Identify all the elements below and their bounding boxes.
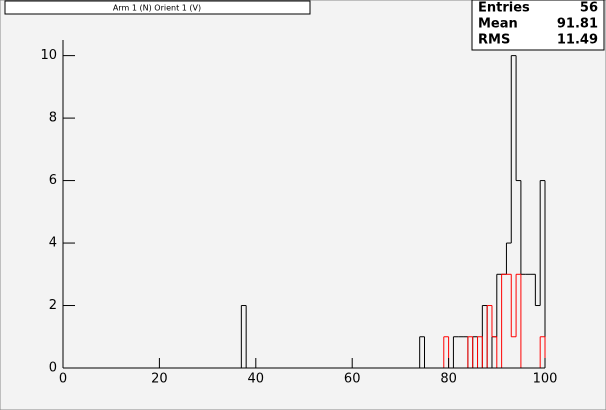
x-tick-label: 80: [440, 372, 457, 387]
x-tick-label: 20: [151, 372, 168, 387]
stat-label: Mean: [478, 17, 518, 32]
y-tick-label: 8: [49, 111, 57, 126]
x-tick-label: 40: [248, 372, 265, 387]
stats-box: [471, 0, 605, 51]
x-tick-label: 0: [59, 372, 67, 387]
stat-value: 91.81: [557, 17, 598, 32]
y-tick-label: 2: [49, 298, 57, 313]
x-tick-label: 100: [533, 372, 558, 387]
stats: Entries 56 Mean 91.81 RMS 11.49: [478, 1, 598, 48]
stat-value: 11.49: [557, 33, 598, 48]
y-tick-label: 10: [40, 48, 57, 63]
x-tick-label: 60: [344, 372, 361, 387]
stat-value: 56: [580, 1, 598, 16]
title-box: [4, 0, 311, 15]
chart-title: Arm 1 (N) Orient 1 (V): [113, 4, 201, 13]
y-tick-label: 0: [49, 361, 57, 376]
stat-label: Entries: [478, 1, 530, 16]
y-tick-label: 6: [49, 173, 57, 188]
y-tick-label: 4: [49, 236, 57, 251]
stat-label: RMS: [478, 33, 510, 48]
